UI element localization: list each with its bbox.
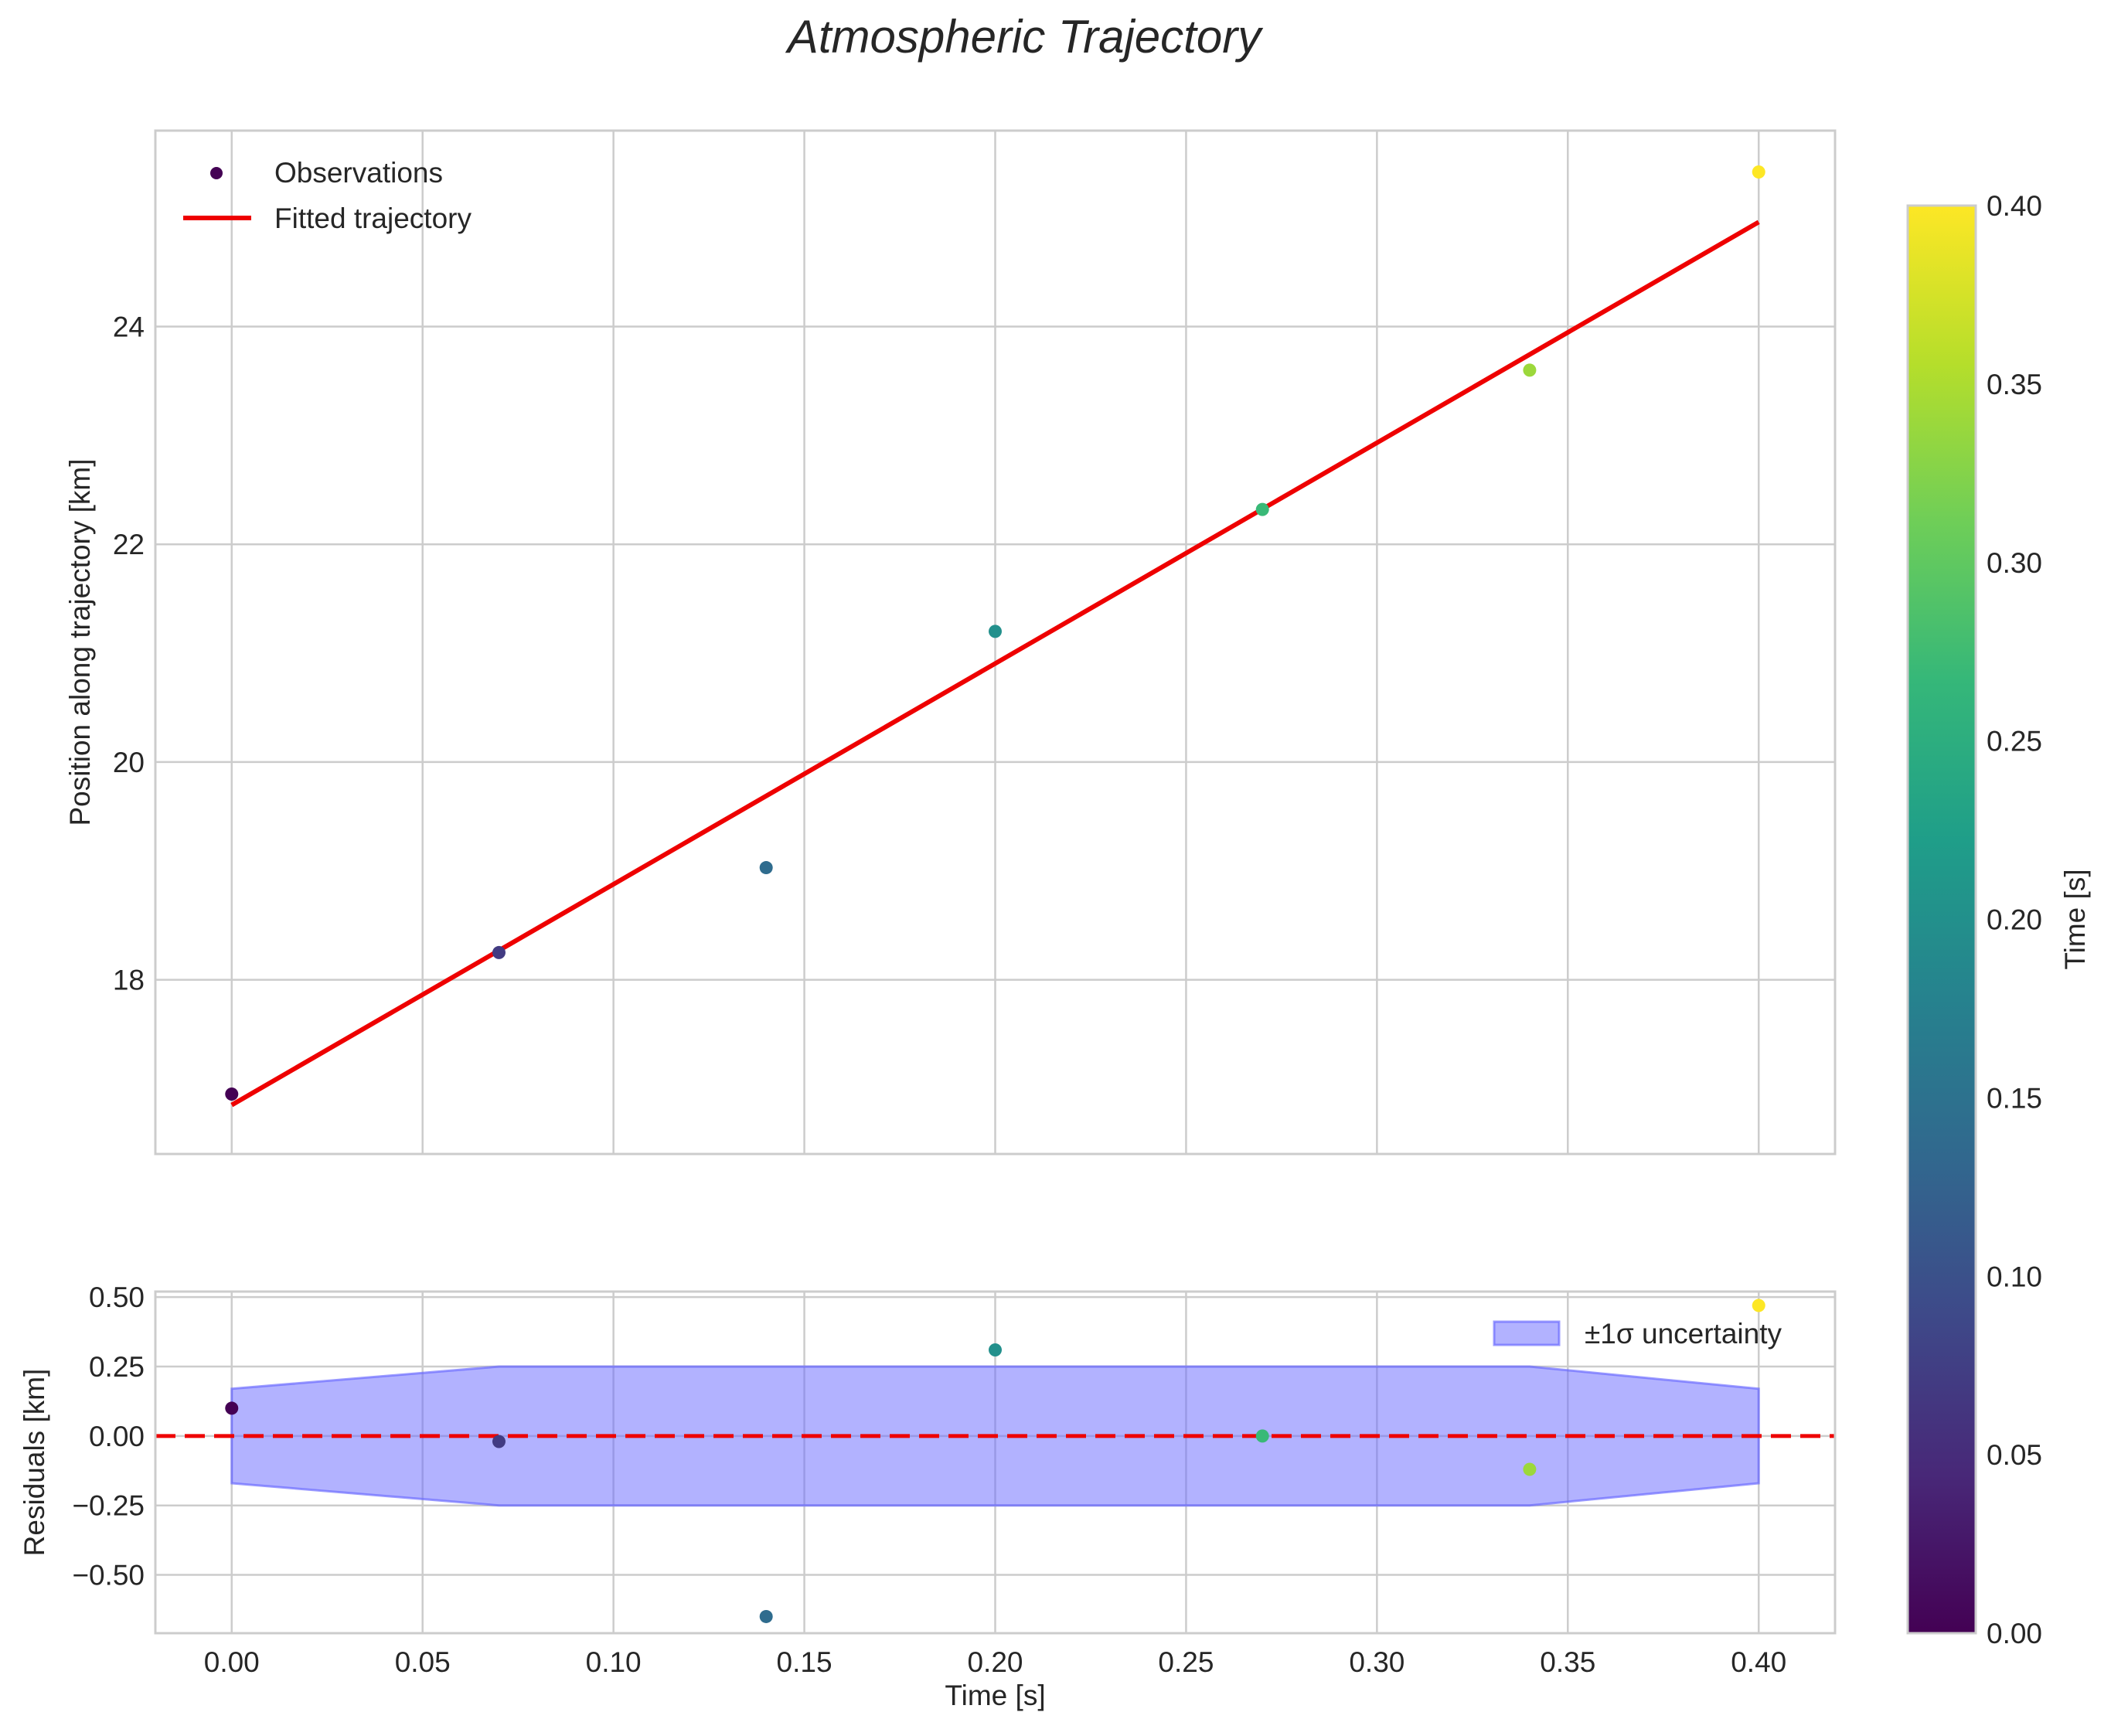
residual-y-tick-label-0: 0.50 bbox=[89, 1282, 145, 1313]
fitted-trajectory-line bbox=[230, 220, 1760, 1108]
colorbar: 0.00 0.05 0.10 0.15 0.20 0.25 0.30 0.35 0.40 Tim… bbox=[1906, 190, 2091, 1649]
legend-observations-label: Observations bbox=[274, 157, 443, 189]
x-tick-label-7: 0.35 bbox=[1540, 1646, 1595, 1678]
main-legend: Observations Fitted trajectory bbox=[183, 157, 472, 234]
residual-y-tick-label-1: 0.25 bbox=[89, 1351, 145, 1383]
x-tick-label-2: 0.10 bbox=[586, 1646, 642, 1678]
residual-point-3 bbox=[989, 1343, 1002, 1356]
residual-points bbox=[225, 1299, 1765, 1623]
colorbar-ticks: 0.00 0.05 0.10 0.15 0.20 0.25 0.30 0.35 0.40 bbox=[1987, 190, 2042, 1649]
residual-panel-frame bbox=[154, 1290, 1837, 1635]
residual-y-tick-label-2: 0.00 bbox=[89, 1421, 145, 1452]
main-panel-frame bbox=[154, 129, 1837, 1156]
colorbar-tick-label-1: 0.05 bbox=[1987, 1439, 2042, 1471]
colorbar-gradient bbox=[1906, 204, 1977, 1635]
residual-point-0 bbox=[225, 1401, 239, 1415]
x-tick-label-8: 0.40 bbox=[1731, 1646, 1786, 1678]
x-axis-label: Time [s] bbox=[945, 1680, 1045, 1711]
legend-fitted-trajectory-label: Fitted trajectory bbox=[274, 203, 472, 234]
main-y-tick-label-2: 22 bbox=[113, 529, 145, 560]
x-tick-label-0: 0.00 bbox=[204, 1646, 260, 1678]
residual-point-4 bbox=[1255, 1429, 1269, 1443]
residual-y-ticks: 0.50 0.25 0.00 −0.25 −0.50 bbox=[72, 1282, 145, 1591]
x-tick-label-1: 0.05 bbox=[395, 1646, 451, 1678]
x-tick-label-3: 0.15 bbox=[777, 1646, 832, 1678]
main-y-ticks: 18 20 22 24 bbox=[113, 311, 145, 996]
colorbar-tick-label-6: 0.30 bbox=[1987, 547, 2042, 579]
main-y-axis-label: Position along trajectory [km] bbox=[64, 458, 96, 825]
x-tick-label-6: 0.30 bbox=[1349, 1646, 1404, 1678]
main-y-tick-label-3: 24 bbox=[113, 311, 145, 343]
residual-point-5 bbox=[1523, 1462, 1537, 1476]
residual-point-2 bbox=[759, 1609, 773, 1623]
colorbar-tick-label-7: 0.35 bbox=[1987, 369, 2042, 400]
main-y-tick-label-1: 20 bbox=[113, 747, 145, 778]
observation-points bbox=[225, 165, 1765, 1101]
residual-y-tick-label-4: −0.50 bbox=[72, 1560, 145, 1591]
chart-title: Atmospheric Trajectory bbox=[785, 11, 1264, 63]
main-grid bbox=[155, 131, 1835, 1154]
residual-legend: ±1σ uncertainty bbox=[1493, 1318, 1782, 1350]
observation-point-0 bbox=[225, 1088, 239, 1101]
residual-panel: 0.500.250.00−0.25−0.50 0.00 0.05 0.10 0.15 0… bbox=[19, 1282, 1837, 1711]
legend-uncertainty-swatch bbox=[1493, 1320, 1561, 1346]
main-y-tick-label-0: 18 bbox=[113, 965, 145, 996]
colorbar-tick-label-2: 0.10 bbox=[1987, 1261, 2042, 1292]
x-tick-label-4: 0.20 bbox=[967, 1646, 1023, 1678]
x-tick-label-5: 0.25 bbox=[1158, 1646, 1214, 1678]
observation-point-1 bbox=[492, 945, 506, 959]
observation-point-4 bbox=[1255, 502, 1269, 516]
legend-uncertainty-label: ±1σ uncertainty bbox=[1585, 1318, 1782, 1350]
residual-x-ticks: 0.00 0.05 0.10 0.15 0.20 0.25 0.30 0.35 0.40 bbox=[204, 1646, 1786, 1678]
colorbar-label: Time [s] bbox=[2059, 869, 2091, 969]
colorbar-tick-label-3: 0.15 bbox=[1987, 1082, 2042, 1114]
residual-y-tick-label-3: −0.25 bbox=[72, 1490, 145, 1522]
observation-point-6 bbox=[1752, 165, 1765, 179]
residual-point-6 bbox=[1752, 1299, 1765, 1312]
legend-observations-marker bbox=[210, 167, 223, 179]
residual-y-axis-label: Residuals [km] bbox=[19, 1369, 50, 1557]
colorbar-tick-label-0: 0.00 bbox=[1987, 1618, 2042, 1649]
colorbar-tick-label-4: 0.20 bbox=[1987, 904, 2042, 936]
observation-point-3 bbox=[989, 625, 1002, 638]
colorbar-tick-label-8: 0.40 bbox=[1987, 190, 2042, 222]
colorbar-tick-label-5: 0.25 bbox=[1987, 726, 2042, 757]
observation-point-2 bbox=[759, 861, 773, 875]
observation-point-5 bbox=[1523, 363, 1537, 377]
residual-point-1 bbox=[492, 1435, 506, 1448]
